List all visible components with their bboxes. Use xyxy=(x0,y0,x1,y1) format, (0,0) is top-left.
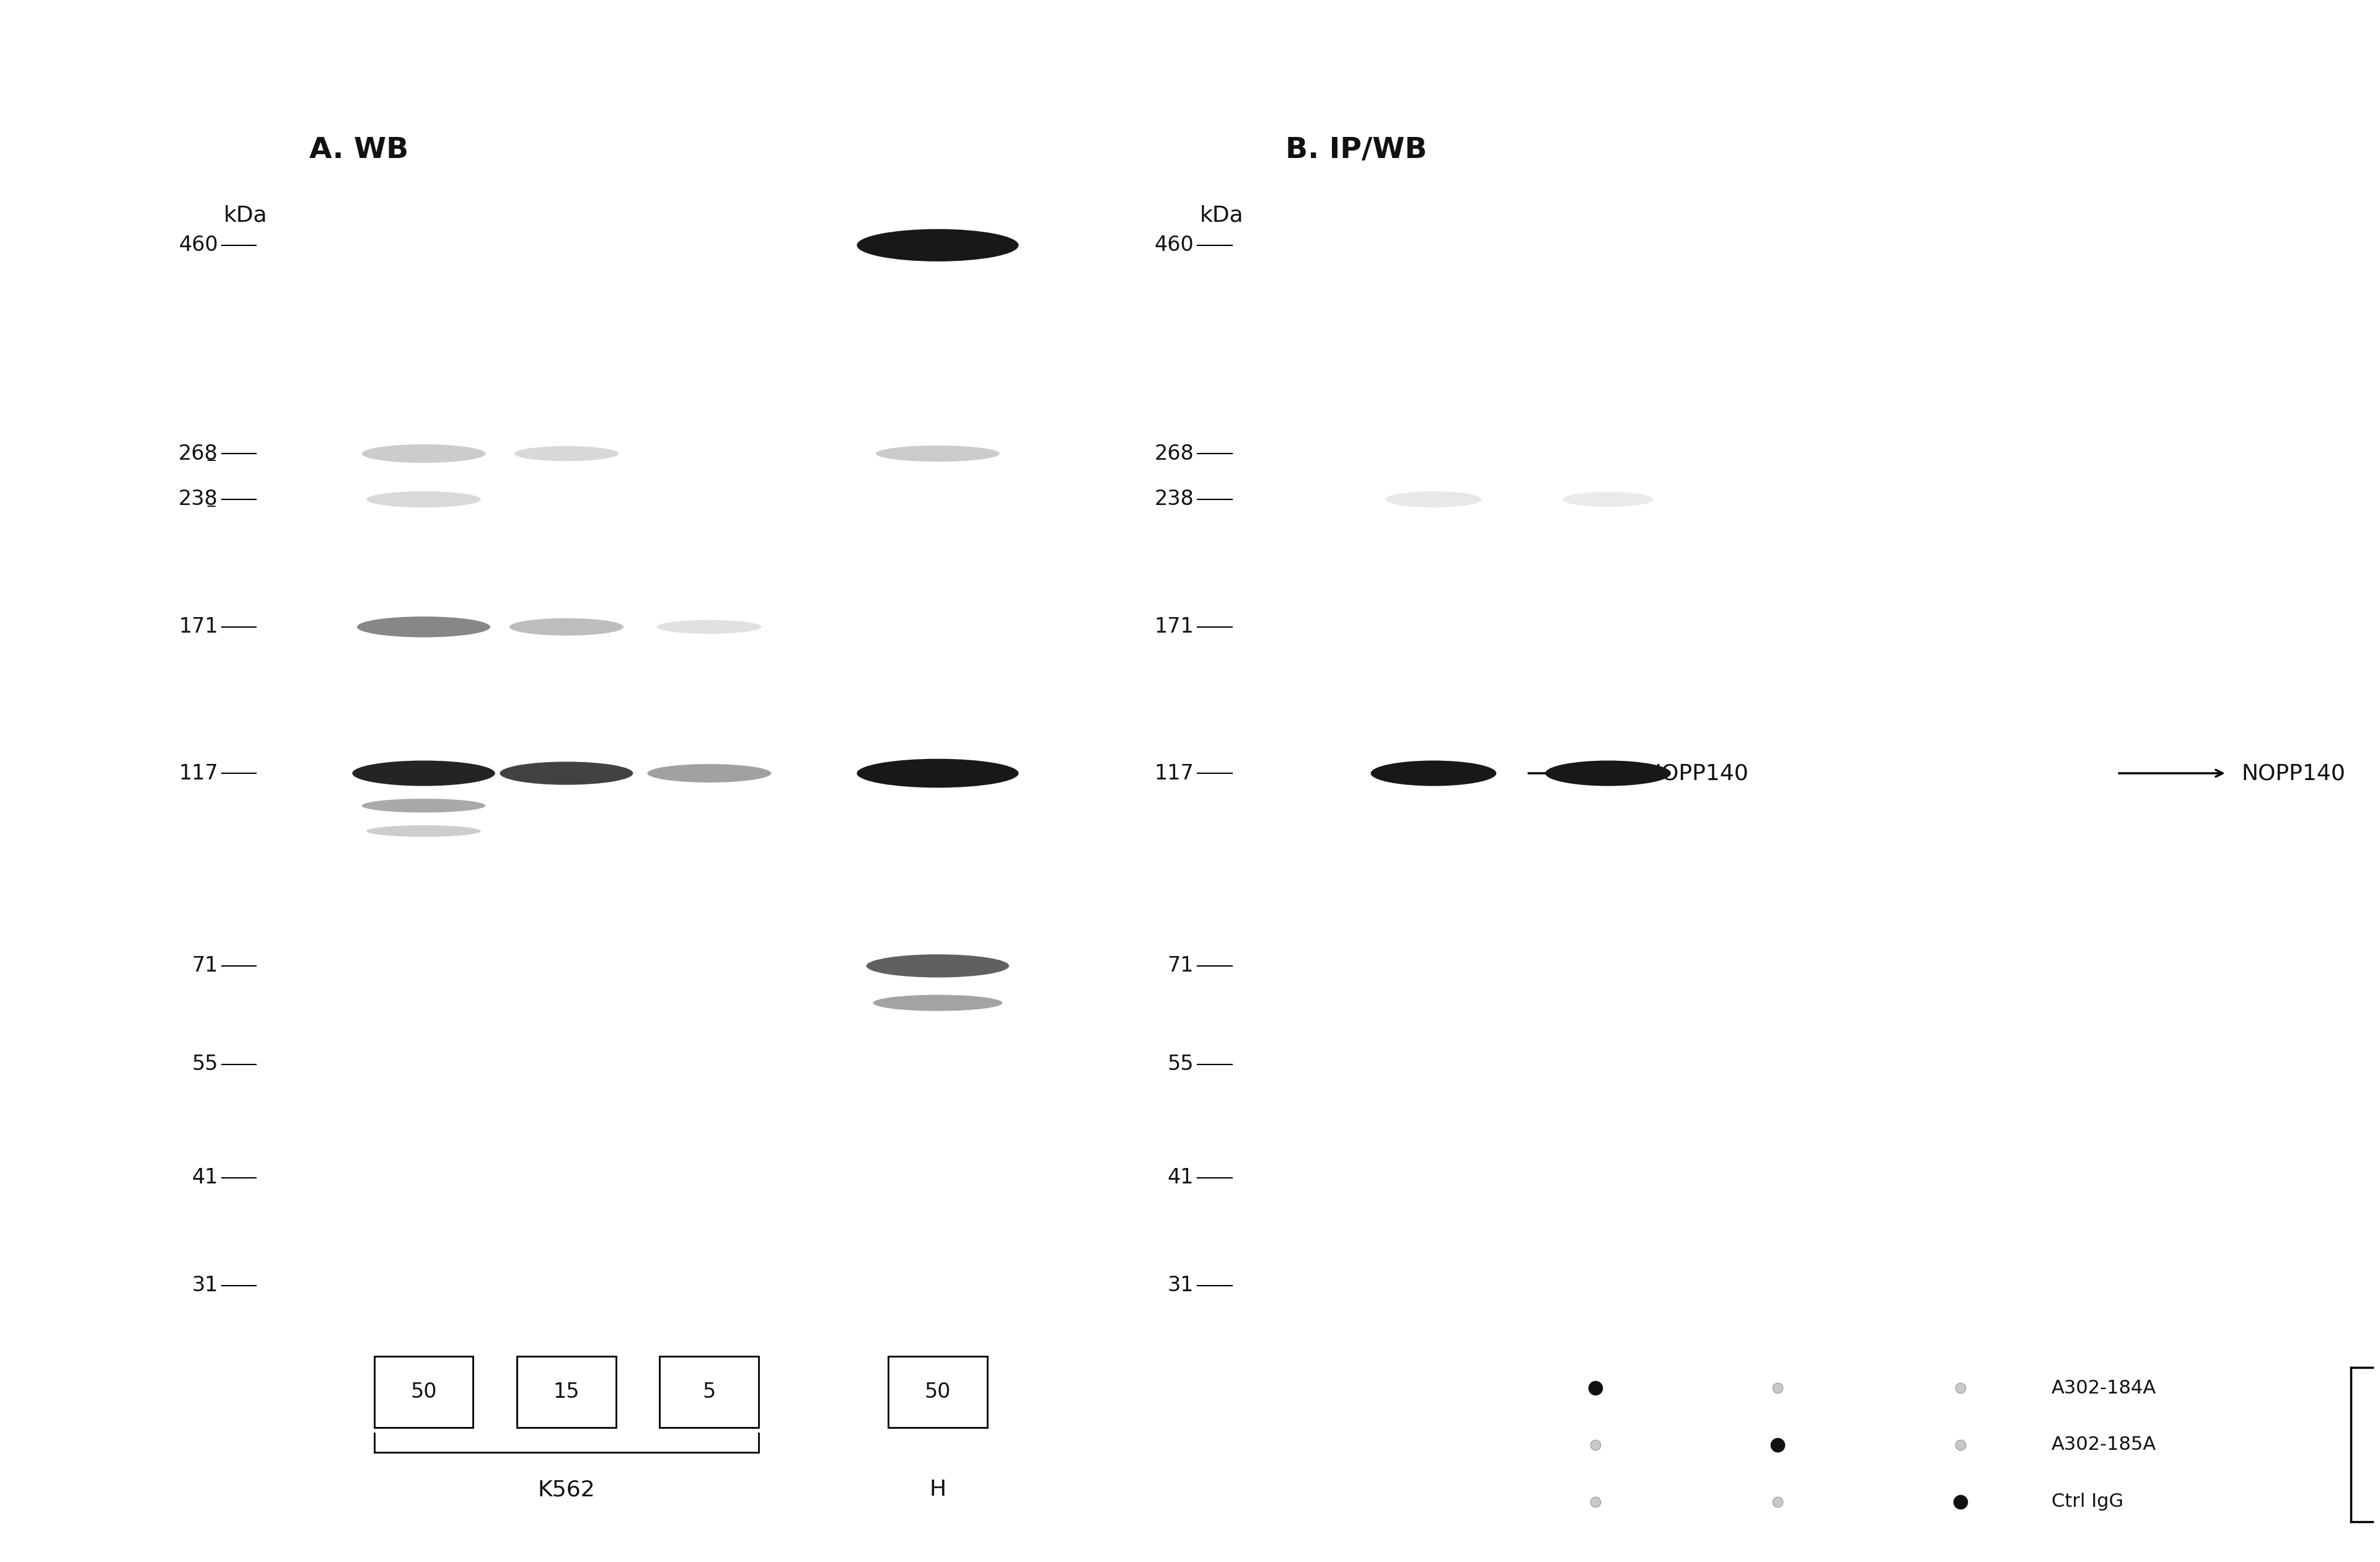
Text: 50: 50 xyxy=(409,1382,438,1403)
Ellipse shape xyxy=(1564,492,1654,508)
Ellipse shape xyxy=(362,798,486,812)
Text: 117: 117 xyxy=(1154,764,1195,784)
Text: Ctrl IgG: Ctrl IgG xyxy=(2052,1493,2123,1510)
Text: 268: 268 xyxy=(178,444,219,464)
Ellipse shape xyxy=(647,764,771,783)
Ellipse shape xyxy=(873,995,1002,1011)
Text: 71: 71 xyxy=(1169,956,1195,976)
Text: 171: 171 xyxy=(1154,617,1195,637)
Text: A302-184A: A302-184A xyxy=(2052,1379,2156,1396)
Bar xyxy=(516,1356,616,1428)
Ellipse shape xyxy=(857,759,1019,787)
Bar xyxy=(659,1356,759,1428)
Ellipse shape xyxy=(876,445,1000,462)
Text: 41: 41 xyxy=(193,1167,219,1189)
Text: 71: 71 xyxy=(193,956,219,976)
Ellipse shape xyxy=(1385,492,1483,508)
Text: 238: 238 xyxy=(1154,489,1195,509)
Text: 55: 55 xyxy=(193,1054,219,1075)
Text: 41: 41 xyxy=(1169,1167,1195,1189)
Ellipse shape xyxy=(367,492,481,508)
Bar xyxy=(888,1356,988,1428)
Text: A. WB: A. WB xyxy=(309,136,409,164)
Ellipse shape xyxy=(352,761,495,786)
Ellipse shape xyxy=(362,444,486,462)
Text: 5: 5 xyxy=(702,1382,716,1403)
Text: 15: 15 xyxy=(552,1382,581,1403)
Text: 460: 460 xyxy=(178,234,219,256)
Ellipse shape xyxy=(866,954,1009,978)
Text: 31: 31 xyxy=(193,1275,219,1296)
Ellipse shape xyxy=(367,825,481,837)
Text: kDa: kDa xyxy=(224,205,267,226)
Text: 171: 171 xyxy=(178,617,219,637)
Text: NOPP140: NOPP140 xyxy=(2242,762,2344,784)
Text: 55: 55 xyxy=(1169,1054,1195,1075)
Ellipse shape xyxy=(1545,761,1671,786)
Text: H: H xyxy=(928,1479,947,1500)
Ellipse shape xyxy=(514,447,619,461)
Text: _: _ xyxy=(207,447,219,461)
Ellipse shape xyxy=(500,762,633,784)
Text: A302-185A: A302-185A xyxy=(2052,1435,2156,1454)
Ellipse shape xyxy=(1371,761,1497,786)
Ellipse shape xyxy=(857,230,1019,261)
Ellipse shape xyxy=(357,617,490,637)
Text: _: _ xyxy=(207,492,219,506)
Text: B. IP/WB: B. IP/WB xyxy=(1285,136,1428,164)
Text: 31: 31 xyxy=(1169,1275,1195,1296)
Text: kDa: kDa xyxy=(1200,205,1242,226)
Text: K562: K562 xyxy=(538,1479,595,1500)
Text: NOPP140: NOPP140 xyxy=(1645,762,1749,784)
Text: 268: 268 xyxy=(1154,444,1195,464)
Text: 460: 460 xyxy=(1154,234,1195,256)
Ellipse shape xyxy=(657,620,762,634)
Ellipse shape xyxy=(509,619,624,636)
Text: 238: 238 xyxy=(178,489,219,509)
Bar xyxy=(374,1356,474,1428)
Text: 117: 117 xyxy=(178,764,219,784)
Text: 50: 50 xyxy=(923,1382,952,1403)
